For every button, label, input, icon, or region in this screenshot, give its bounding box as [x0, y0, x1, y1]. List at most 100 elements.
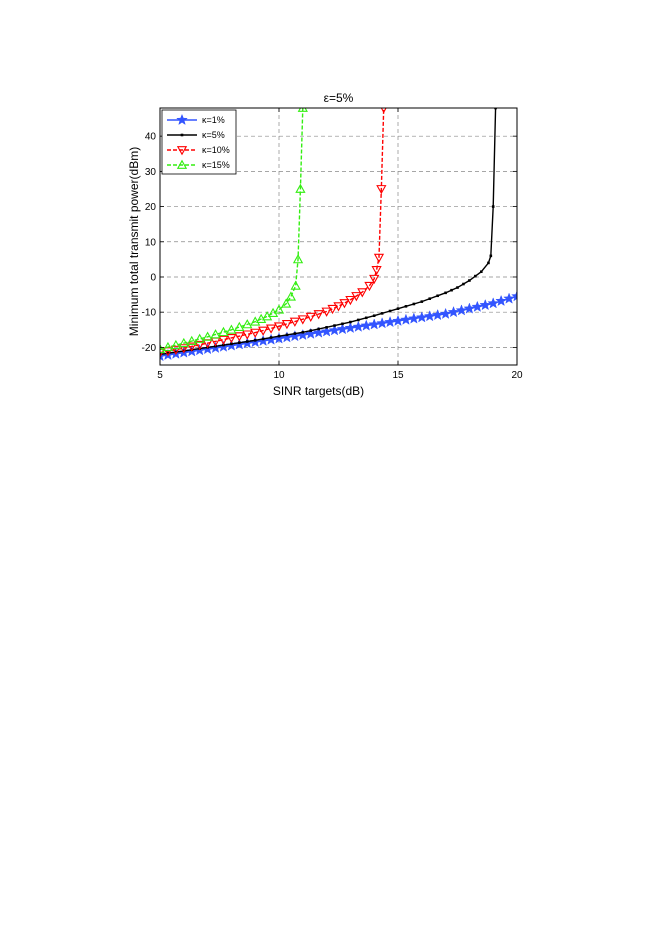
- legend-item: κ=1%: [167, 113, 225, 126]
- data-point: [218, 335, 229, 345]
- data-point: [364, 281, 375, 292]
- data-point: [194, 333, 205, 343]
- data-point: [447, 305, 460, 318]
- legend-item: κ=15%: [167, 159, 230, 170]
- data-point: [273, 322, 285, 332]
- data-point: [160, 348, 166, 359]
- data-point: [182, 349, 186, 353]
- data-point: [242, 319, 253, 329]
- y-tick-label: -20: [142, 343, 157, 354]
- x-tick-label: 10: [273, 370, 285, 381]
- data-point: [238, 341, 241, 345]
- data-point: [468, 279, 471, 282]
- data-point: [162, 341, 174, 352]
- data-point: [253, 339, 257, 342]
- data-point: [277, 334, 281, 338]
- data-point: [456, 286, 459, 289]
- data-point: [471, 300, 484, 312]
- legend-marker: [180, 133, 184, 137]
- data-point: [301, 330, 305, 334]
- data-point: [250, 328, 261, 338]
- data-point: [480, 270, 483, 274]
- data-point: [428, 297, 432, 300]
- data-point: [372, 314, 376, 318]
- data-point: [289, 317, 301, 327]
- y-tick-label: -10: [142, 308, 157, 319]
- data-point: [222, 343, 225, 347]
- legend-label: κ=15%: [202, 160, 230, 170]
- data-point: [202, 331, 213, 341]
- legend-label: κ=5%: [202, 130, 225, 140]
- data-point: [487, 297, 500, 309]
- y-axis-title: Minimum total transmit power(dBm): [127, 147, 141, 336]
- legend-marker: [176, 159, 188, 169]
- y-tick-label: 0: [150, 272, 156, 283]
- data-point: [333, 324, 336, 327]
- data-point: [309, 329, 313, 332]
- series-4: [160, 108, 308, 354]
- series-line: [160, 108, 385, 354]
- data-point: [281, 298, 292, 308]
- data-point: [295, 183, 306, 193]
- data-point: [380, 312, 384, 315]
- data-point: [404, 305, 408, 308]
- data-point: [489, 254, 493, 258]
- data-point: [327, 304, 338, 315]
- data-point: [170, 345, 182, 355]
- data-point: [297, 108, 308, 112]
- data-point: [218, 326, 229, 337]
- data-point: [420, 300, 424, 303]
- data-point: [242, 330, 253, 340]
- data-point: [313, 310, 324, 320]
- data-point: [325, 326, 328, 329]
- data-point: [349, 320, 352, 324]
- data-point: [292, 254, 304, 264]
- data-point: [166, 351, 170, 355]
- data-point: [321, 307, 332, 317]
- data-point: [474, 274, 477, 278]
- data-point: [226, 333, 237, 344]
- legend-label: κ=10%: [202, 145, 230, 155]
- data-point: [234, 321, 245, 332]
- data-point: [455, 304, 468, 316]
- grid: [160, 108, 517, 365]
- data-point: [364, 316, 368, 320]
- series-line: [160, 108, 497, 356]
- data-point: [339, 299, 350, 309]
- series-line: [160, 108, 304, 350]
- data-point: [170, 339, 182, 350]
- data-point: [357, 318, 360, 322]
- data-point: [257, 326, 269, 336]
- data-point: [369, 274, 380, 285]
- data-point: [436, 294, 439, 298]
- data-point: [463, 302, 476, 314]
- data-point: [491, 205, 495, 208]
- data-point: [186, 342, 197, 352]
- y-tick-label: 40: [145, 132, 157, 143]
- data-point: [285, 291, 297, 301]
- data-point: [341, 322, 344, 326]
- legend: κ=1% κ=5% κ=10% κ=15%: [161, 109, 237, 175]
- data-point: [186, 335, 197, 345]
- y-tick-label: 10: [145, 237, 157, 248]
- x-tick-label: 20: [511, 370, 523, 381]
- data-point: [230, 342, 233, 346]
- data-point: [265, 324, 277, 334]
- data-point: [351, 292, 362, 302]
- data-point: [281, 320, 293, 330]
- data-point: [226, 324, 237, 334]
- legend-item: κ=5%: [167, 130, 225, 140]
- data-point: [511, 290, 517, 302]
- data-point: [174, 350, 178, 354]
- y-tick-label: 20: [145, 202, 157, 213]
- x-axis-title: SINR targets(dB): [273, 384, 364, 398]
- axis-ticks: 5 10 15 20 -20 -10 0 10 20 30 40: [142, 108, 523, 381]
- x-tick-label: 15: [392, 370, 404, 381]
- data-point: [444, 291, 447, 295]
- data-point: [462, 282, 465, 286]
- data-point: [373, 253, 385, 263]
- data-point: [178, 344, 189, 354]
- data-point: [317, 327, 320, 331]
